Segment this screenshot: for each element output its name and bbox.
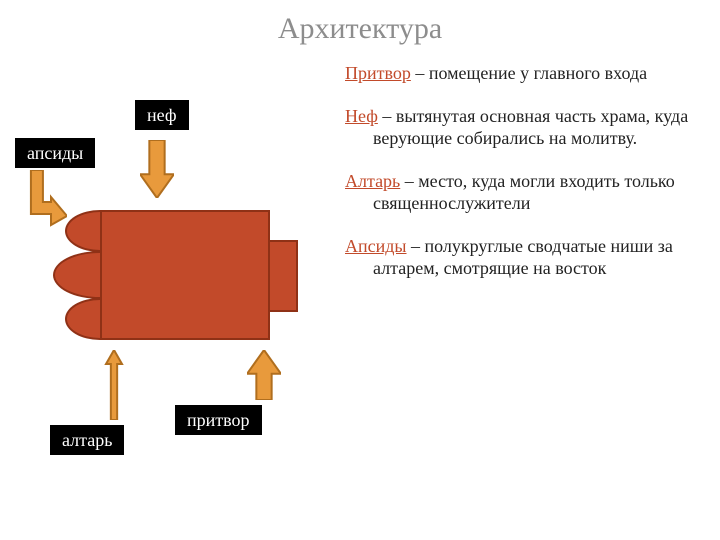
- label-apses: апсиды: [15, 138, 95, 168]
- def-term: Алтарь: [345, 171, 400, 191]
- narthex-shape: [270, 240, 298, 312]
- def-text: – полукруглые сводчатые ниши за алтарем,…: [373, 236, 673, 279]
- def-text: – место, куда могли входить только свяще…: [373, 171, 675, 214]
- definitions: Притвор – помещение у главного входа Неф…: [345, 62, 710, 300]
- label-nave: неф: [135, 100, 189, 130]
- arrow-nave: [140, 140, 174, 198]
- definition-item: Апсиды – полукруглые сводчатые ниши за а…: [345, 235, 710, 280]
- definition-item: Неф – вытянутая основная часть храма, ку…: [345, 105, 710, 150]
- page-title: Архитектура: [0, 12, 720, 46]
- label-altar: алтарь: [50, 425, 124, 455]
- def-term: Апсиды: [345, 236, 407, 256]
- def-term: Неф: [345, 106, 378, 126]
- definition-item: Притвор – помещение у главного входа: [345, 62, 710, 85]
- arrow-narthex: [247, 350, 281, 400]
- church-plan-diagram: апсиды неф алтарь притвор: [15, 70, 335, 470]
- def-text: – помещение у главного входа: [411, 63, 647, 83]
- nave-shape: [100, 210, 270, 340]
- def-term: Притвор: [345, 63, 411, 83]
- def-text: – вытянутая основная часть храма, куда в…: [373, 106, 688, 149]
- arrow-altar: [97, 350, 131, 420]
- arrow-apses: [23, 170, 67, 228]
- label-narthex: притвор: [175, 405, 262, 435]
- definition-item: Алтарь – место, куда могли входить тольк…: [345, 170, 710, 215]
